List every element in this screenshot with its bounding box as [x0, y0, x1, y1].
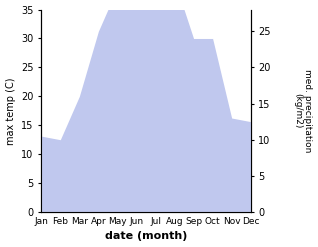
- X-axis label: date (month): date (month): [105, 231, 187, 242]
- Y-axis label: med. precipitation
(kg/m2): med. precipitation (kg/m2): [293, 69, 313, 152]
- Y-axis label: max temp (C): max temp (C): [5, 77, 16, 144]
